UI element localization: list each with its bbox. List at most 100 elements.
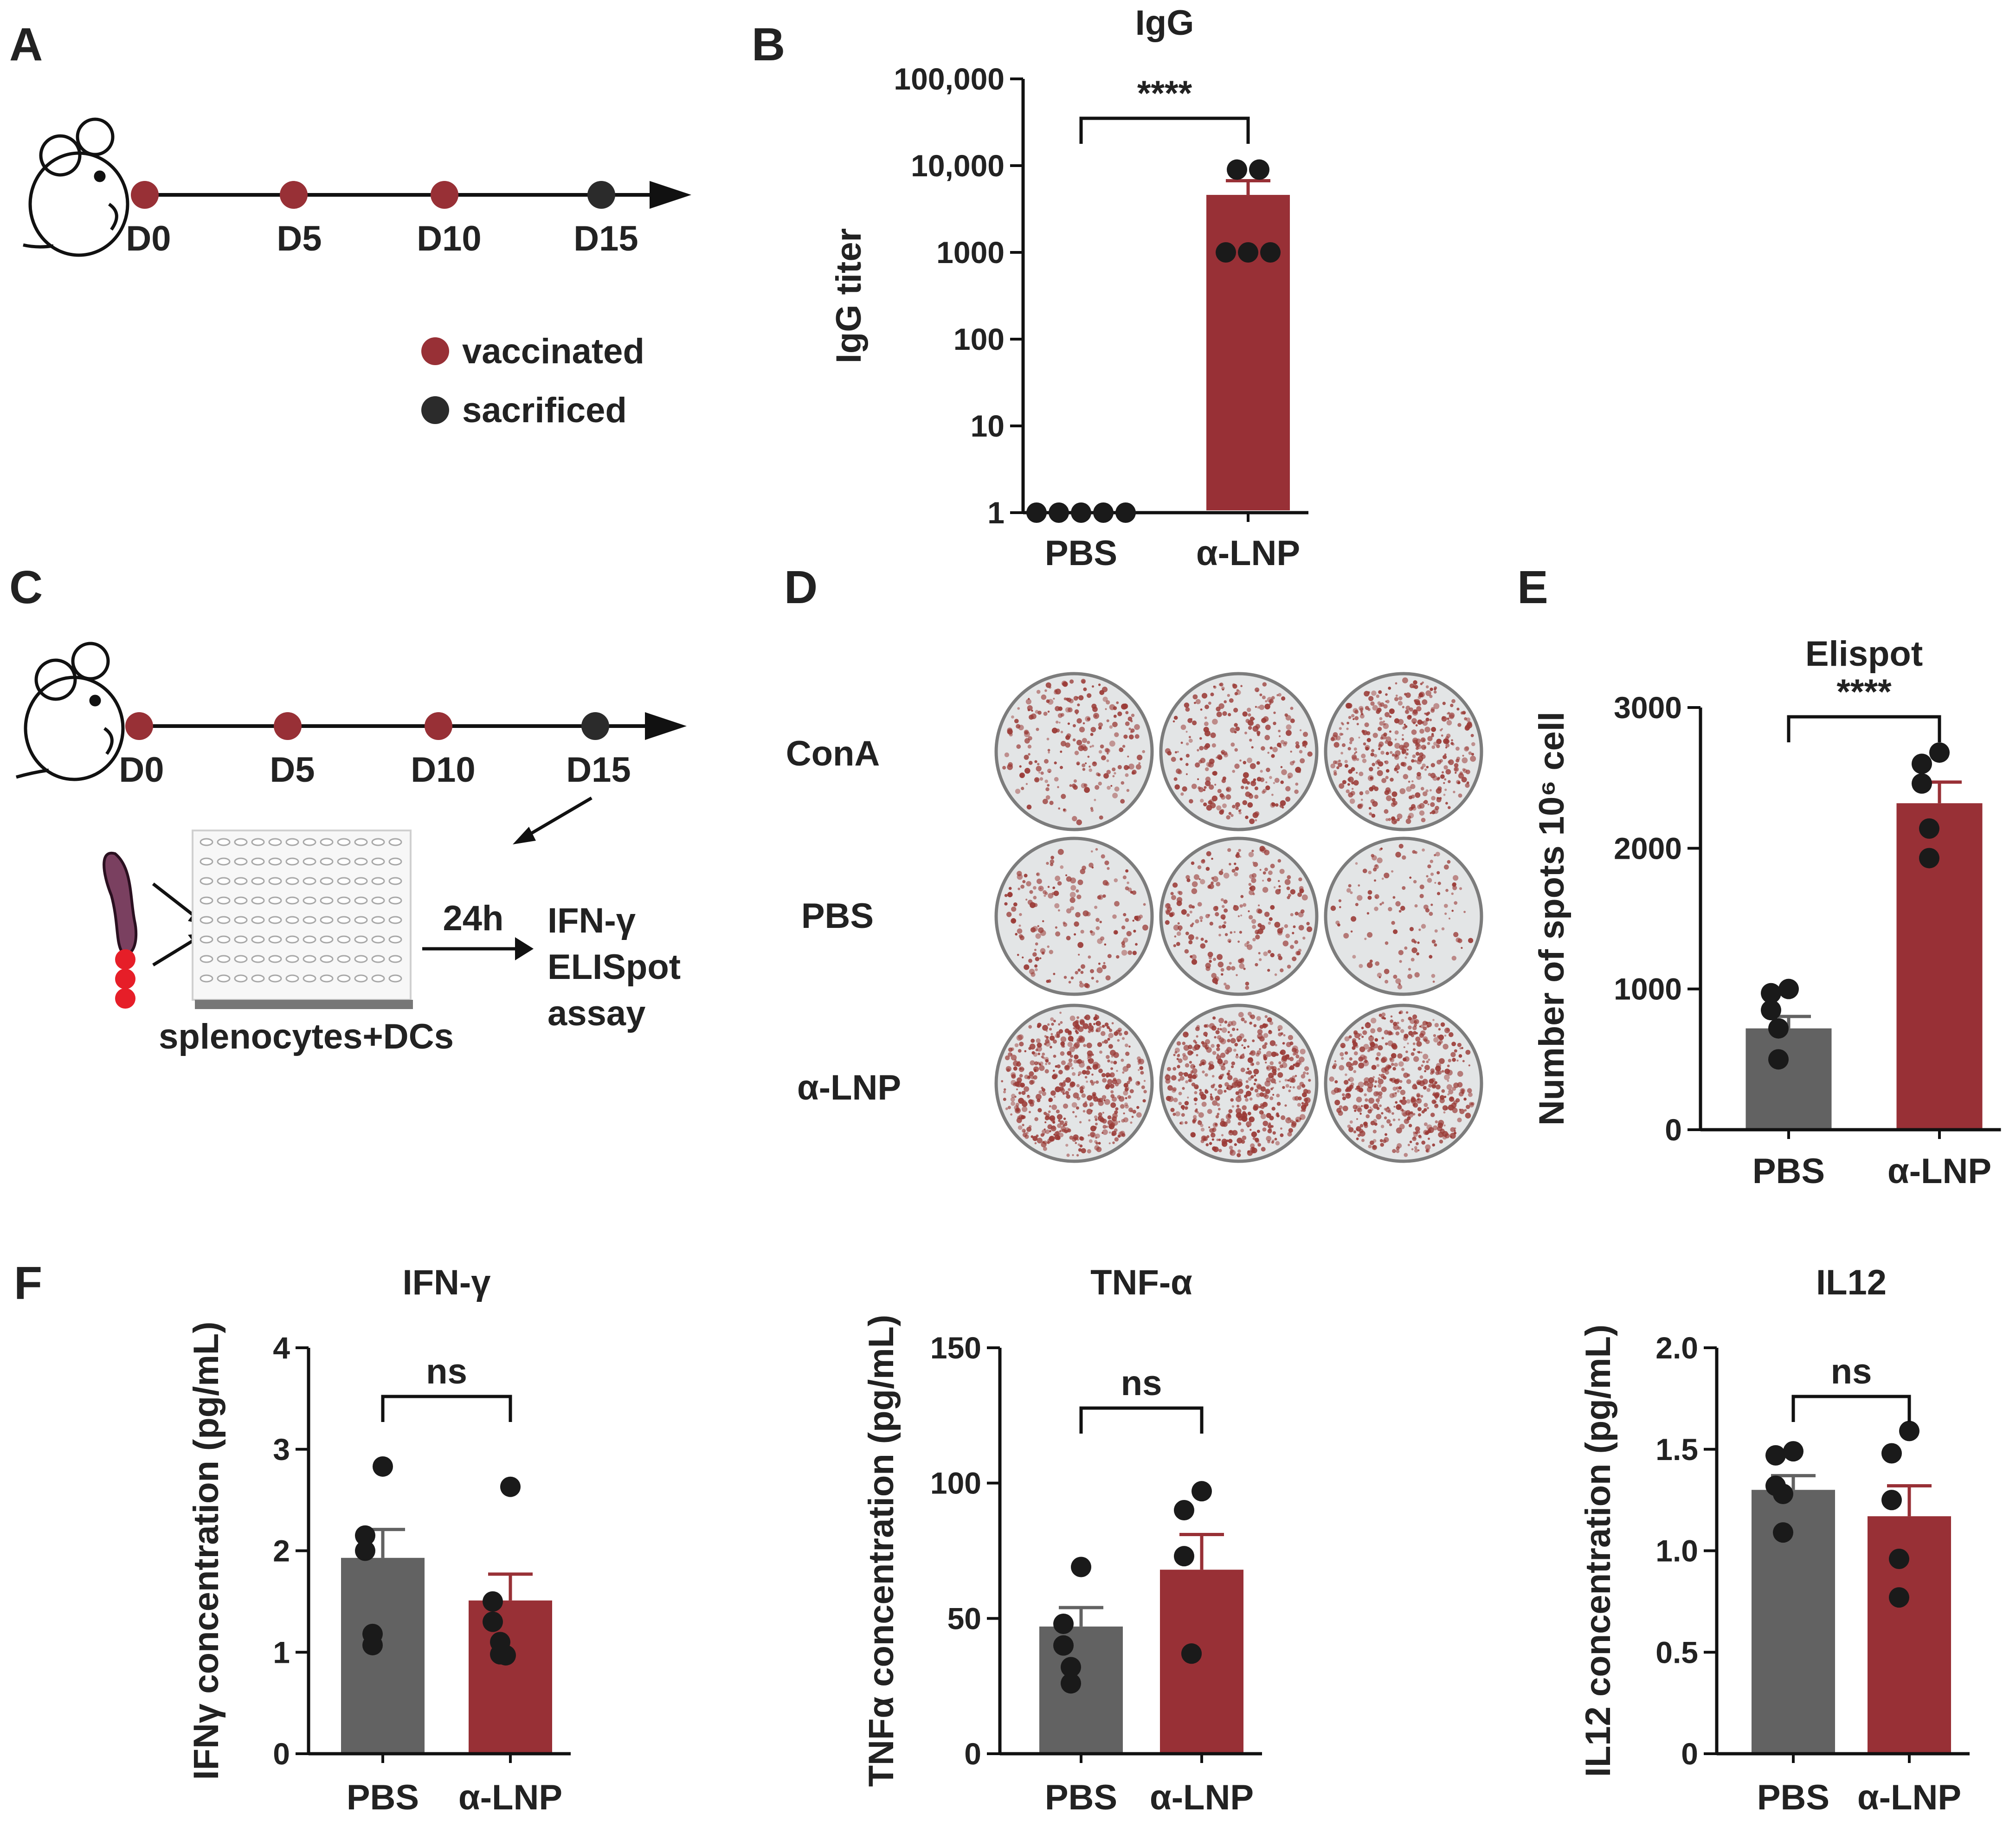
- elispot-spot: [1035, 1049, 1038, 1052]
- elispot-spot: [1471, 742, 1475, 746]
- elispot-spot: [1411, 718, 1417, 724]
- elispot-spot: [1274, 1138, 1277, 1141]
- elispot-spot: [1217, 961, 1224, 968]
- elispot-spot: [1106, 1083, 1111, 1088]
- elispot-spot: [1235, 806, 1239, 810]
- elispot-spot: [1024, 754, 1029, 760]
- significance-label: ****: [1836, 672, 1892, 712]
- elispot-spot: [1114, 714, 1116, 718]
- elispot-spot: [1366, 912, 1370, 915]
- elispot-spot: [1355, 1032, 1358, 1035]
- elispot-spot: [1385, 818, 1389, 821]
- elispot-spot: [1127, 882, 1129, 884]
- elispot-spot: [1188, 934, 1194, 940]
- elispot-spot: [1226, 1139, 1229, 1142]
- y-tick-label: 0: [273, 1737, 290, 1771]
- elispot-spot: [1028, 753, 1031, 756]
- elispot-spot: [1297, 892, 1302, 897]
- elispot-spot: [1128, 1045, 1131, 1048]
- elispot-spot: [1429, 789, 1432, 791]
- elispot-spot: [1367, 932, 1373, 938]
- elispot-spot: [1458, 793, 1462, 798]
- elispot-spot: [1211, 743, 1216, 748]
- elispot-spot: [1173, 944, 1176, 947]
- elispot-spot: [1215, 912, 1219, 917]
- elispot-spot: [1372, 1076, 1375, 1079]
- elispot-spot: [1101, 755, 1106, 760]
- elispot-spot: [1238, 810, 1241, 812]
- elispot-spot: [1442, 701, 1446, 705]
- elispot-spot: [1047, 784, 1050, 787]
- elispot-spot: [1287, 772, 1293, 779]
- elispot-spot: [1405, 1050, 1408, 1054]
- elispot-spot: [1107, 1079, 1113, 1084]
- elispot-spot: [1211, 1075, 1215, 1078]
- elispot-spot: [1363, 1060, 1369, 1067]
- y-tick-label: 2: [273, 1534, 290, 1568]
- elispot-spot: [1188, 736, 1191, 739]
- elispot-spot: [1176, 1041, 1181, 1046]
- elispot-spot: [1125, 773, 1129, 777]
- elispot-spot: [1087, 1149, 1091, 1154]
- elispot-spot: [1212, 1016, 1216, 1020]
- elispot-spot: [1141, 1085, 1145, 1089]
- elispot-spot: [1218, 683, 1222, 686]
- elispot-spot: [1182, 786, 1187, 792]
- elispot-spot: [1134, 734, 1140, 739]
- elispot-spot: [1430, 708, 1435, 713]
- plate-well: [285, 935, 299, 944]
- elispot-spot: [1050, 859, 1055, 864]
- elispot-spot: [1252, 925, 1256, 929]
- elispot-spot: [1220, 898, 1224, 901]
- elispot-spot: [1058, 721, 1061, 724]
- elispot-spot: [1463, 768, 1468, 773]
- elispot-spot: [1422, 699, 1428, 705]
- elispot-spot: [1076, 889, 1079, 893]
- elispot-spot: [1047, 768, 1052, 773]
- elispot-spot: [1068, 1058, 1073, 1062]
- elispot-spot: [1086, 1108, 1093, 1115]
- timeline-a-dot-d10: [431, 181, 458, 209]
- bar-pbs: [341, 1557, 425, 1754]
- elispot-spot: [1006, 1068, 1010, 1072]
- elispot-spot: [1396, 771, 1399, 773]
- elispot-spot: [1210, 732, 1216, 738]
- y-tick-label: 100: [930, 1466, 981, 1500]
- elispot-spot: [1192, 721, 1197, 726]
- elispot-spot: [1377, 1027, 1382, 1032]
- elispot-spot: [1175, 1111, 1180, 1117]
- elispot-spot: [1208, 956, 1212, 959]
- elispot-spot: [1011, 1053, 1013, 1056]
- elispot-spot: [1263, 1033, 1269, 1038]
- elispot-spot: [1089, 766, 1091, 768]
- elispot-spot: [1403, 774, 1408, 779]
- elispot-spot: [1287, 1054, 1289, 1057]
- elispot-spot: [1201, 693, 1208, 699]
- elispot-spot: [1236, 1105, 1240, 1108]
- elispot-spot: [1379, 1104, 1382, 1107]
- plate-well: [200, 896, 213, 905]
- plate-well: [388, 857, 402, 866]
- elispot-spot: [1127, 950, 1133, 955]
- elispot-spot: [1224, 1020, 1228, 1024]
- elispot-spot: [1120, 1104, 1125, 1109]
- elispot-spot: [1076, 718, 1082, 724]
- elispot-spot: [1444, 1095, 1447, 1098]
- elispot-spot: [1195, 936, 1199, 940]
- elispot-spot: [1193, 1039, 1196, 1043]
- elispot-spot: [1237, 915, 1240, 917]
- elispot-spot: [1464, 746, 1469, 752]
- elispot-spot: [1252, 893, 1255, 895]
- elispot-spot: [1050, 1090, 1056, 1096]
- elispot-spot: [1231, 1061, 1235, 1066]
- elispot-spot: [1224, 921, 1227, 924]
- elispot-spot: [1428, 1058, 1430, 1061]
- elispot-spot: [1184, 949, 1189, 954]
- elispot-spot: [1384, 1137, 1389, 1142]
- elispot-spot: [1098, 962, 1101, 965]
- elispot-spot: [1079, 1086, 1084, 1091]
- y-tick-label: 0.5: [1655, 1635, 1698, 1669]
- elispot-spot: [1041, 694, 1047, 700]
- elispot-spot: [1269, 1061, 1274, 1065]
- elispot-spot: [1368, 1046, 1373, 1051]
